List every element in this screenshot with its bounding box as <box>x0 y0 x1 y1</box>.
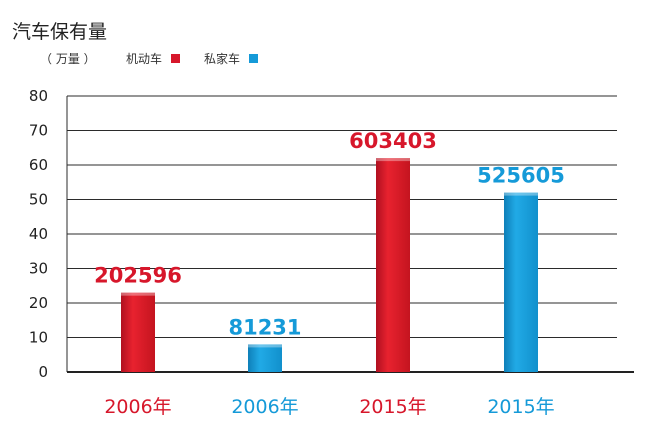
y-tick-label: 70 <box>29 122 48 140</box>
data-label: 525605 <box>477 164 565 188</box>
bar <box>504 192 538 372</box>
data-label: 603403 <box>349 129 437 153</box>
data-label: 81231 <box>228 315 301 339</box>
gridlines <box>66 95 634 373</box>
y-axis-ticks: 0 10 20 30 40 50 60 70 80 <box>29 87 48 381</box>
x-tick-label: 2015年 <box>487 396 554 418</box>
y-tick-label: 20 <box>29 294 48 312</box>
bar-top-highlight <box>121 292 155 296</box>
y-tick-label: 10 <box>29 329 48 347</box>
bar-top-highlight <box>376 158 410 162</box>
legend: 机动车 私家车 <box>126 51 258 66</box>
chart-title: 汽车保有量 <box>12 21 107 43</box>
bars <box>121 158 538 372</box>
bar-top-highlight <box>504 192 538 196</box>
data-label: 202596 <box>94 264 182 288</box>
legend-label-private-car: 私家车 <box>204 51 240 66</box>
x-tick-label: 2006年 <box>104 396 171 418</box>
legend-swatch-motor-vehicle <box>171 54 180 63</box>
data-labels: 202596 81231 603403 525605 <box>94 129 565 339</box>
legend-label-motor-vehicle: 机动车 <box>126 51 162 66</box>
x-tick-label: 2015年 <box>359 396 426 418</box>
y-tick-label: 50 <box>29 191 48 209</box>
legend-swatch-private-car <box>249 54 258 63</box>
bar <box>248 344 282 372</box>
y-tick-label: 40 <box>29 225 48 243</box>
x-tick-label: 2006年 <box>231 396 298 418</box>
y-tick-label: 0 <box>38 363 48 381</box>
x-axis-ticks: 2006年 2006年 2015年 2015年 <box>104 396 554 418</box>
unit-label: （ 万量 ） <box>40 52 96 66</box>
bar-top-highlight <box>248 344 282 348</box>
y-tick-label: 80 <box>29 87 48 105</box>
y-tick-label: 30 <box>29 260 48 278</box>
bar <box>376 158 410 372</box>
bar <box>121 292 155 372</box>
y-tick-label: 60 <box>29 156 48 174</box>
